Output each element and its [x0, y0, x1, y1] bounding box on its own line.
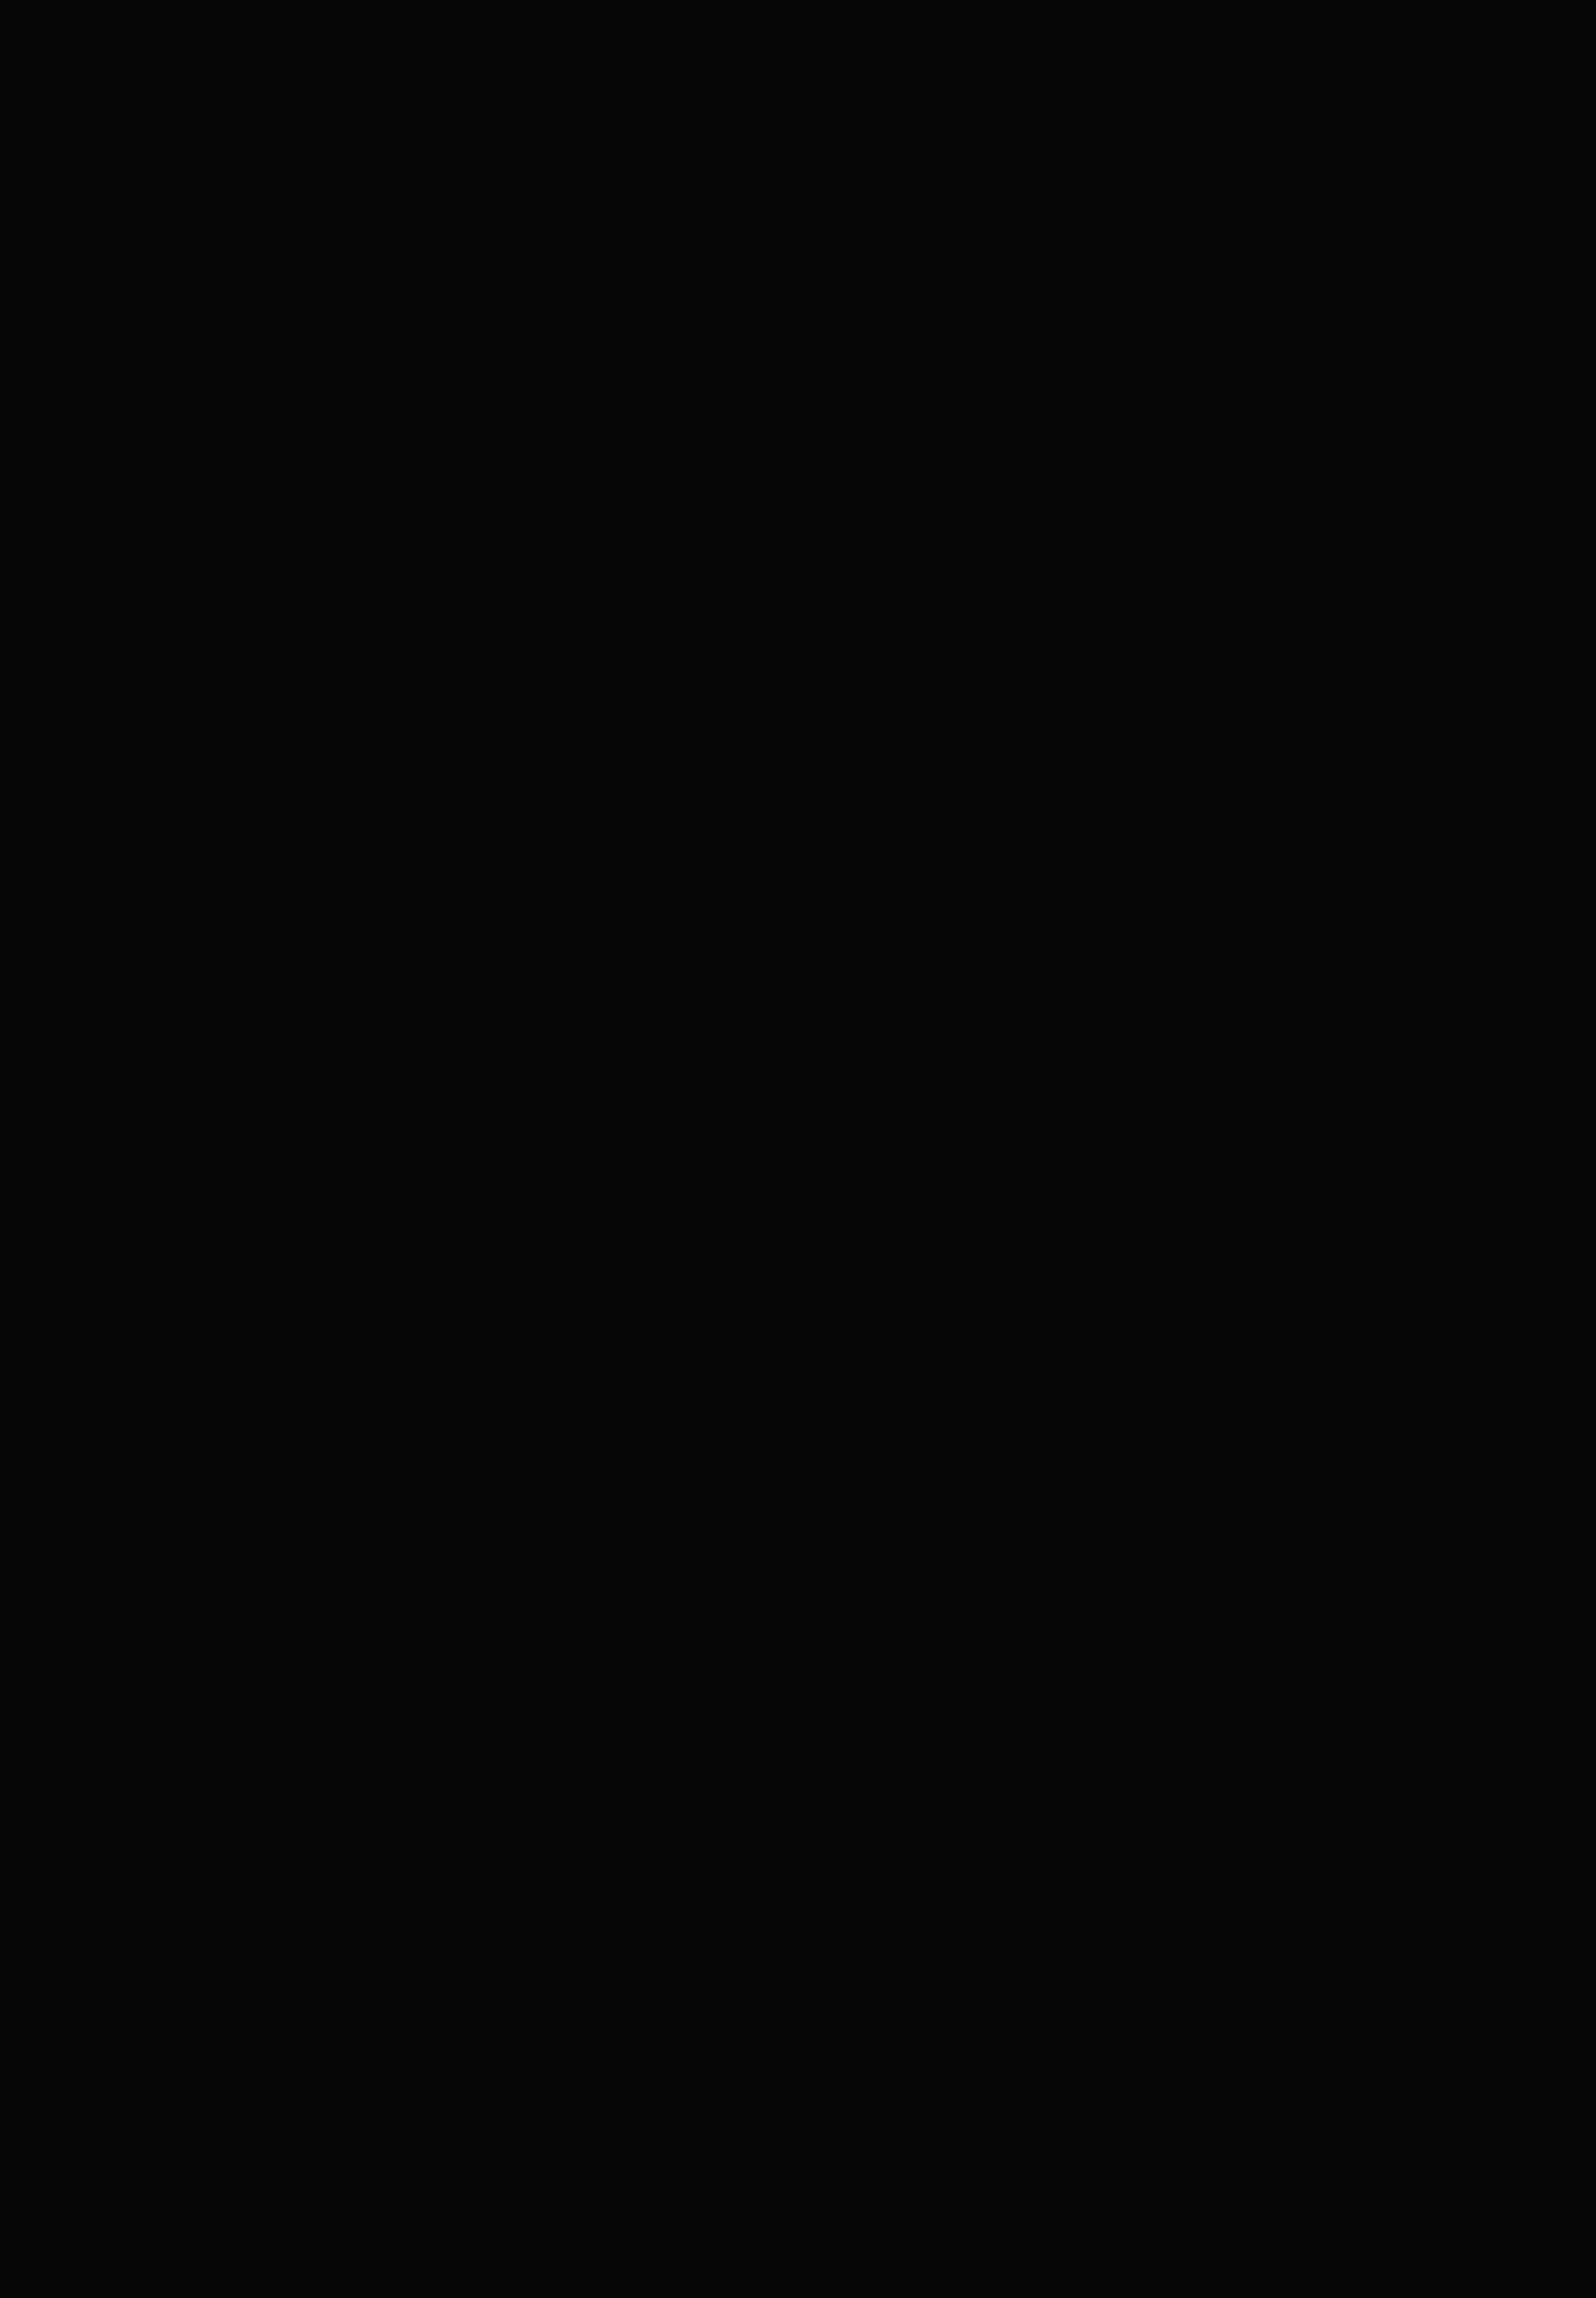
census-scan-page: { "page": { "page_number": "126", "title…	[0, 0, 1596, 2298]
photostat-bottom-edge	[0, 0, 1596, 2298]
